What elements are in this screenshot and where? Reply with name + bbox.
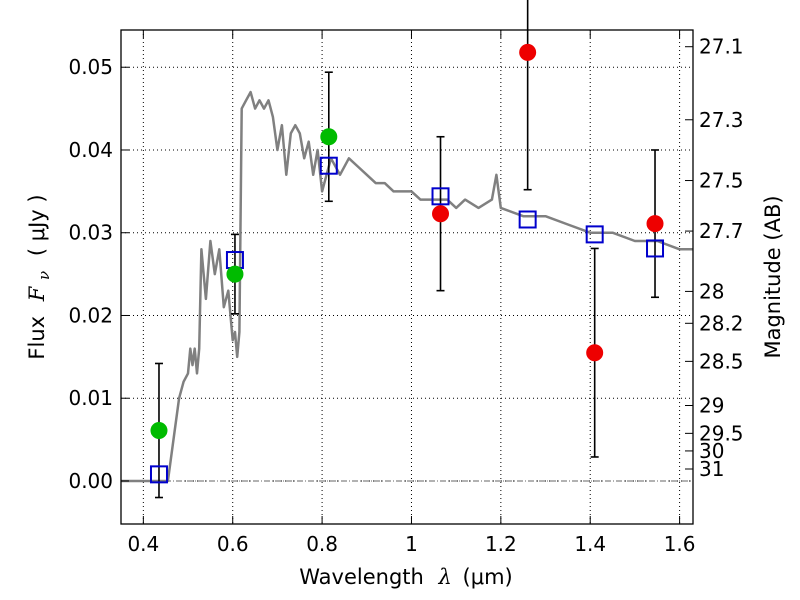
y-axis-label-symbol: F xyxy=(25,285,49,302)
photometry-points xyxy=(149,43,665,484)
y-tick-labels: 0.00 0.01 0.02 0.03 0.04 0.05 xyxy=(68,55,113,493)
blue-square-marker-5 xyxy=(585,225,604,244)
y-axis-label-subscript: ν xyxy=(35,271,53,280)
right-tick-label-3: 27.7 xyxy=(699,219,744,243)
green-circle-marker-1 xyxy=(226,265,244,283)
x-tick-label-4: 1.2 xyxy=(485,532,517,556)
x-tick-label-1: 0.6 xyxy=(217,532,249,556)
model-spectrum-path-0 xyxy=(121,90,693,483)
red-circle-marker-2 xyxy=(586,344,604,362)
right-tick-label-0: 27.1 xyxy=(699,35,744,59)
x-axis-label-prefix: Wavelength xyxy=(299,565,424,589)
x-axis-label: Wavelength λ (μm) xyxy=(299,565,512,589)
blue-square-marker-2 xyxy=(319,156,338,175)
y-tick-label-1: 0.01 xyxy=(68,386,113,410)
blue-square-marker-3 xyxy=(431,187,450,206)
x-tick-label-0: 0.4 xyxy=(127,532,159,556)
y-tick-label-3: 0.03 xyxy=(68,221,113,245)
right-tick-label-7: 29 xyxy=(699,394,724,418)
axes-border xyxy=(120,29,694,525)
right-tick-label-6: 28.5 xyxy=(699,349,744,373)
right-axis-label: Magnitude (AB) xyxy=(761,195,785,358)
right-tick-label-5: 28.2 xyxy=(699,311,744,335)
y-tick-label-4: 0.04 xyxy=(68,138,113,162)
red-circle-marker-3 xyxy=(646,215,664,233)
x-tick-labels: 0.4 0.6 0.8 1 1.2 1.4 1.6 xyxy=(127,532,695,556)
x-tick-label-2: 0.8 xyxy=(306,532,338,556)
y-axis-label-prefix: Flux xyxy=(25,316,49,360)
tick-marks xyxy=(121,30,693,524)
right-tick-label-10: 31 xyxy=(699,457,724,481)
y-tick-label-2: 0.02 xyxy=(68,303,113,327)
x-axis-label-symbol: λ xyxy=(438,565,452,589)
axes-frame xyxy=(120,29,694,525)
right-tick-label-1: 27.3 xyxy=(699,108,744,132)
right-tick-label-4: 28 xyxy=(699,279,724,303)
red-circle-marker-0 xyxy=(432,205,450,223)
red-circle-marker-1 xyxy=(519,43,537,61)
blue-square-marker-4 xyxy=(518,210,537,229)
right-tick-label-9: 30 xyxy=(699,439,724,463)
axes-background xyxy=(121,30,693,524)
model-spectrum-line xyxy=(121,90,693,483)
x-axis-label-units: (μm) xyxy=(463,565,513,589)
y-axis-label-units: ( μJy ) xyxy=(25,194,49,256)
blue-square-marker-6 xyxy=(646,239,665,258)
x-tick-label-3: 1 xyxy=(405,532,418,556)
x-tick-label-5: 1.4 xyxy=(574,532,606,556)
y-axis-label: Flux F ν ( μJy ) xyxy=(25,194,54,359)
y-tick-label-5: 0.05 xyxy=(68,55,113,79)
y-tick-label-0: 0.00 xyxy=(68,469,113,493)
blue-square-marker-0 xyxy=(149,465,168,484)
x-tick-label-6: 1.6 xyxy=(664,532,696,556)
right-tick-label-2: 27.5 xyxy=(699,169,744,193)
green-circle-marker-2 xyxy=(320,128,338,146)
right-tick-label-8: 29.5 xyxy=(699,421,744,445)
green-circle-marker-0 xyxy=(150,421,168,439)
